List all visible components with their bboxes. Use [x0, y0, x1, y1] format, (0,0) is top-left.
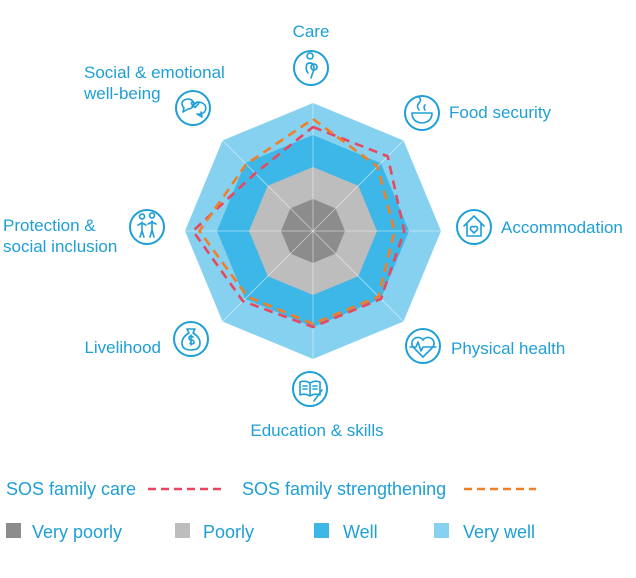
axis-label-line: Protection &: [3, 216, 96, 235]
axis-spoke: [222, 140, 314, 232]
series-line-sos-family-strengthening: [198, 117, 396, 326]
axis-label-food-security: Food security: [449, 103, 552, 122]
axis-label-line: social inclusion: [3, 237, 117, 256]
axis-spoke: [222, 230, 314, 322]
axis-label-line: Social & emotional: [84, 63, 225, 82]
axis-label-care: Care: [293, 22, 330, 41]
legend-swatch-poorly: [175, 523, 190, 538]
money-bag-icon: [173, 321, 209, 357]
speech-bubbles-icon: [175, 90, 211, 126]
legend: SOS family care SOS family strengthening V…: [6, 479, 536, 542]
axis-label-line: Livelihood: [84, 338, 161, 357]
legend-label-sos-family-care: SOS family care: [6, 479, 136, 499]
heartbeat-icon: [405, 328, 441, 364]
legend-label-sos-family-strengthening: SOS family strengthening: [242, 479, 446, 499]
axis-label-line: Education & skills: [250, 421, 383, 440]
axis-label-protection-and-social-inclusion: Protection & social inclusion: [3, 216, 117, 256]
legend-label-well: Well: [343, 522, 378, 542]
axis-label-physical-health: Physical health: [451, 339, 565, 358]
legend-label-very-poorly: Very poorly: [32, 522, 122, 542]
book-pencil-icon: [292, 371, 328, 407]
series-line-sos-family-care: [191, 125, 406, 329]
legend-label-very-well: Very well: [463, 522, 535, 542]
house-heart-icon: [456, 209, 492, 245]
legend-swatch-well: [314, 523, 329, 538]
axis-label-line: Accommodation: [501, 218, 623, 237]
axis-label-livelihood: Livelihood: [84, 338, 161, 357]
axis-label-line: Care: [293, 22, 330, 41]
legend-swatch-very-well: [434, 523, 449, 538]
people-icon: [129, 209, 165, 245]
axis-label-social-and-emotional-well-being: Social & emotional well-being: [83, 63, 225, 103]
legend-label-poorly: Poorly: [203, 522, 254, 542]
mother-child-icon: [293, 50, 329, 86]
axis-label-line: well-being: [83, 84, 161, 103]
axis-label-line: Physical health: [451, 339, 565, 358]
axis-spoke: [312, 230, 404, 322]
axis-label-accommodation: Accommodation: [501, 218, 623, 237]
legend-swatch-very-poorly: [6, 523, 21, 538]
axis-label-line: Food security: [449, 103, 552, 122]
axis-label-education-and-skills: Education & skills: [250, 421, 383, 440]
bowl-icon: [404, 95, 440, 131]
